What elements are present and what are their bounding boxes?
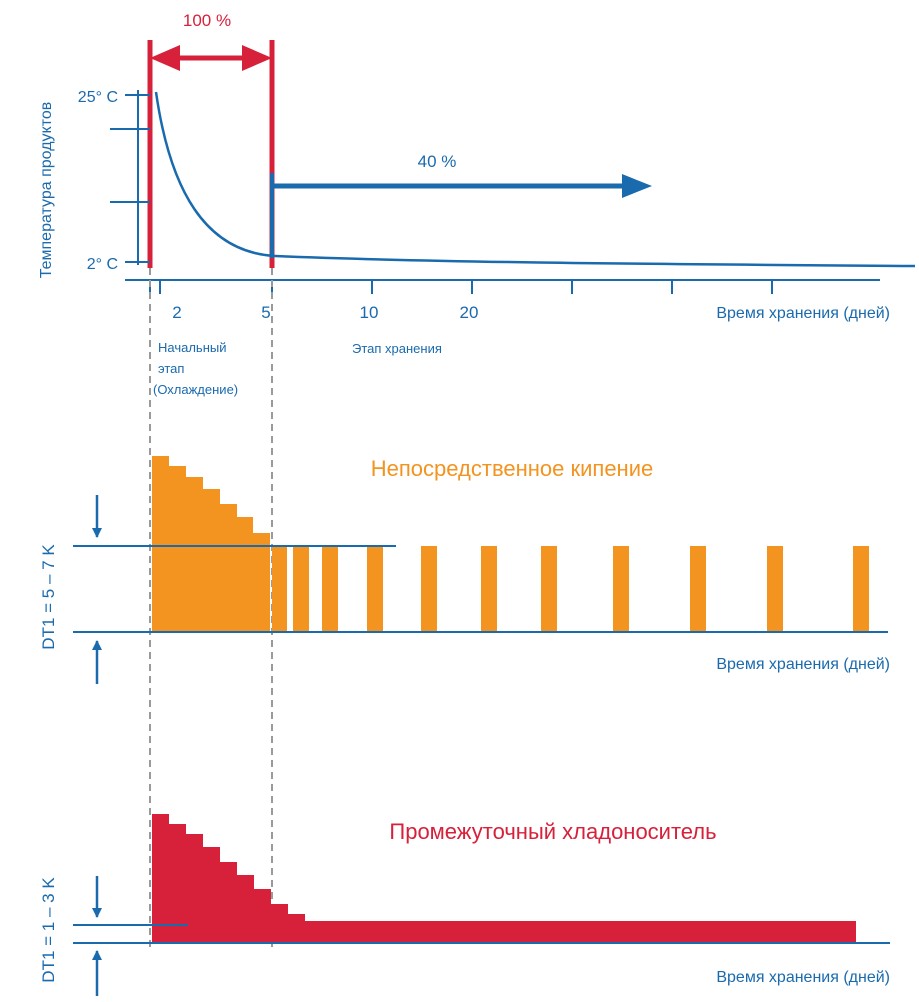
- cycle-bar: [690, 546, 706, 632]
- cycle-bar: [322, 546, 338, 632]
- initial-stage-line-3: (Охлаждение): [153, 382, 238, 397]
- secondary-dt-label: DT1 = 1 – 3 K: [39, 877, 58, 983]
- percent-40-label: 40 %: [418, 152, 457, 171]
- storage-stage-label: Этап хранения: [352, 341, 442, 356]
- secondary-refrigerant-title: Промежуточный хладоноситель: [389, 819, 716, 844]
- direct-dt-label: DT1 = 5 – 7 K: [39, 544, 58, 650]
- cycle-bar: [767, 546, 783, 632]
- x-tick-label-5: 5: [261, 303, 270, 322]
- percent-100-arrow-left-head: [150, 45, 180, 71]
- direct-cycle-bars: [272, 546, 869, 632]
- y-axis-label: Температура продуктов: [38, 102, 55, 279]
- x-tick-label-10: 10: [360, 303, 379, 322]
- temperature-curve: [154, 91, 916, 268]
- cycle-bar: [421, 546, 437, 632]
- direct-x-axis-label: Время хранения (дней): [716, 656, 890, 673]
- x-tick-label-20: 20: [460, 303, 479, 322]
- direct-expansion-panel: Непосредственное кипение DT1 = 5 – 7 K В…: [39, 456, 890, 684]
- temperature-panel: 100 % Температура продуктов 25° C 2° C 4…: [38, 11, 916, 397]
- x-axis-label: Время хранения (дней): [716, 305, 890, 322]
- cycle-bar: [853, 546, 869, 632]
- cycle-bar: [272, 546, 287, 632]
- x-axis-ticks: [149, 280, 773, 294]
- initial-stage-line-2: этап: [158, 361, 184, 376]
- percent-100-arrow-right-head: [242, 45, 272, 71]
- temp-low-label: 2° C: [87, 256, 118, 273]
- cycle-bar: [481, 546, 497, 632]
- direct-expansion-title: Непосредственное кипение: [371, 456, 653, 481]
- cycle-bar: [541, 546, 557, 632]
- storage-arrow-head: [622, 174, 652, 198]
- direct-initial-block: [152, 456, 270, 632]
- percent-100-label: 100 %: [183, 11, 231, 30]
- cycle-bar: [293, 546, 309, 632]
- x-tick-label-2: 2: [172, 303, 181, 322]
- secondary-refrigerant-panel: Промежуточный хладоноситель DT1 = 1 – 3 …: [39, 814, 890, 996]
- secondary-stepped-block: [152, 814, 856, 943]
- initial-stage-line-1: Начальный: [158, 340, 226, 355]
- secondary-x-axis-label: Время хранения (дней): [716, 969, 890, 986]
- cycle-bar: [613, 546, 629, 632]
- temp-high-label: 25° C: [78, 89, 118, 106]
- cycle-bar: [367, 546, 383, 632]
